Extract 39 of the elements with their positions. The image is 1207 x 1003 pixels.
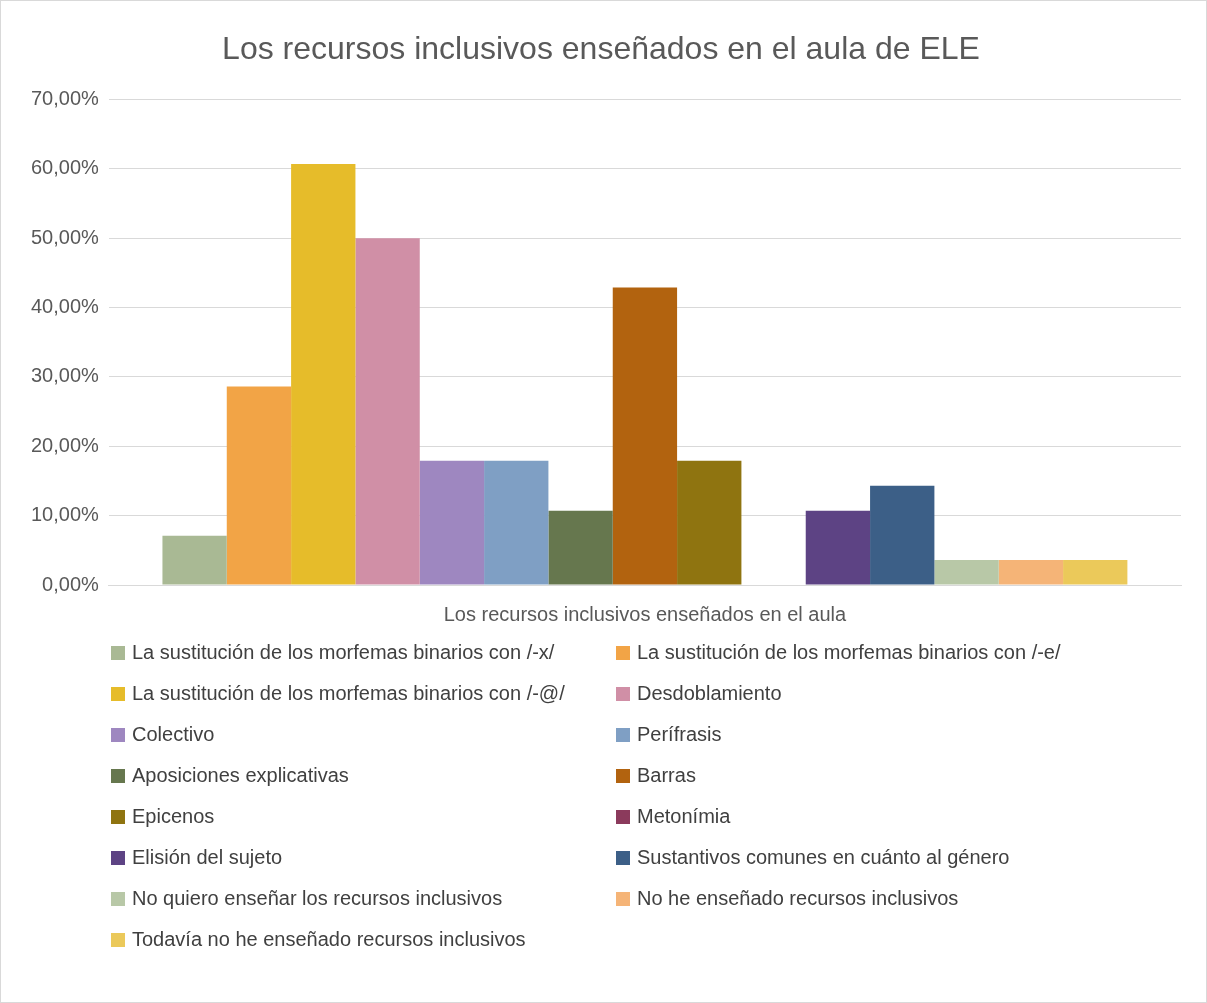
bar [162, 535, 227, 585]
legend-label: Todavía no he enseñado recursos inclusivos [132, 928, 526, 951]
bar [805, 510, 871, 585]
bar [291, 163, 356, 585]
chart-title: Los recursos inclusivos enseñados en el aula de ELE [222, 30, 980, 67]
bar [548, 510, 613, 585]
legend-label: Colectivo [132, 723, 215, 746]
bar [1063, 560, 1128, 585]
bar [612, 287, 678, 585]
legend-label: La sustitución de los morfemas binarios con /-e/ [637, 641, 1061, 664]
y-tick-label: 0,00% [42, 572, 100, 595]
x-axis-title: Los recursos inclusivos enseñados en el aula [443, 602, 848, 625]
legend-label: Sustantivos comunes en cuánto al género [637, 846, 1010, 869]
legend-label: La sustitución de los morfemas binarios con /-x/ [132, 641, 555, 664]
bar [419, 460, 485, 585]
bar [355, 238, 420, 585]
legend-label: La sustitución de los morfemas binarios con /-@/ [132, 682, 565, 705]
bar [677, 460, 742, 585]
y-tick-label: 70,00% [30, 86, 100, 109]
legend-label: Barras [637, 764, 696, 787]
legend-label: Aposiciones explicativas [132, 764, 349, 787]
legend-label: Elisión del sujeto [132, 846, 283, 869]
bar [998, 560, 1064, 585]
y-tick-label: 30,00% [30, 364, 100, 387]
legend-label: No he enseñado recursos inclusivos [637, 887, 959, 910]
y-tick-label: 60,00% [30, 156, 100, 179]
bar [934, 560, 999, 585]
y-tick-label: 40,00% [30, 295, 100, 318]
legend-label: No quiero enseñar los recursos inclusivos [132, 887, 503, 910]
bar [870, 485, 935, 585]
bar [226, 386, 292, 585]
y-tick-label: 20,00% [30, 433, 100, 456]
bar [484, 460, 549, 585]
legend-label: Perífrasis [637, 723, 722, 746]
y-tick-label: 50,00% [30, 225, 100, 248]
legend-label: Metonímia [637, 805, 731, 828]
y-tick-label: 10,00% [30, 503, 100, 526]
legend-label: Desdoblamiento [637, 682, 782, 705]
legend-label: Epicenos [132, 805, 215, 828]
